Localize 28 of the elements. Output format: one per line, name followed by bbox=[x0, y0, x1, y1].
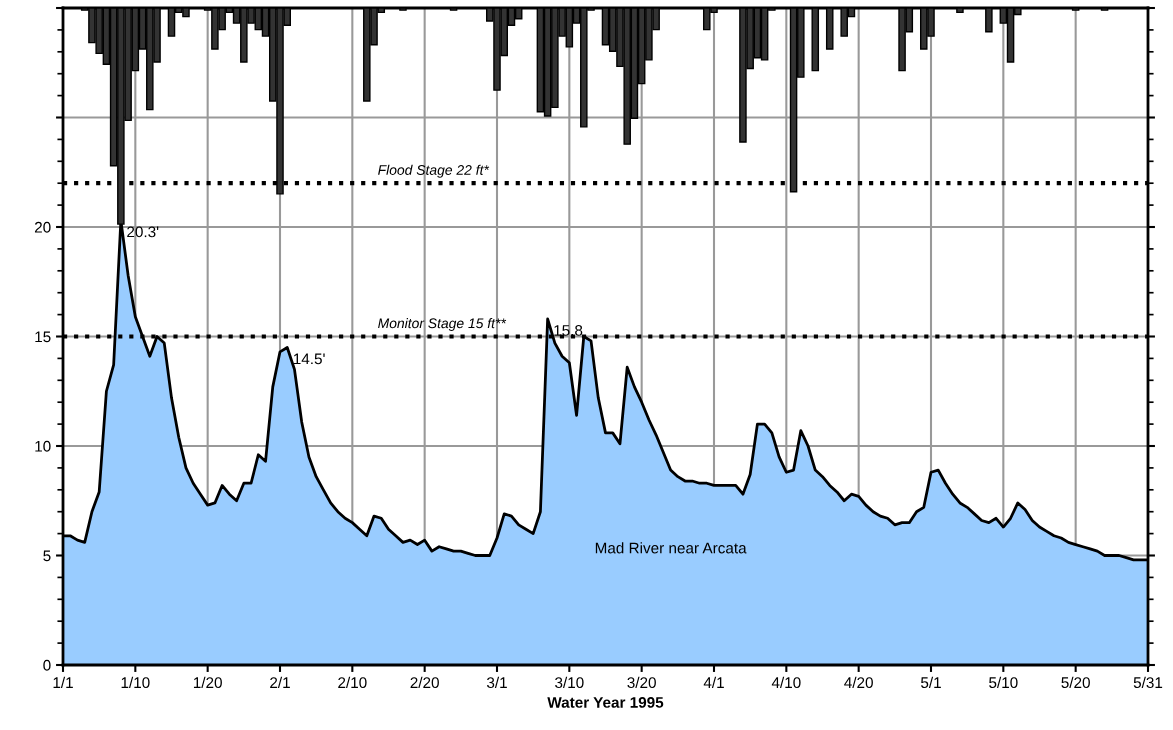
series-label: Mad River near Arcata bbox=[595, 542, 747, 554]
text: 20.3' bbox=[127, 226, 159, 238]
y-tick-label: 0 bbox=[43, 659, 51, 671]
x-tick-label: 5/10 bbox=[989, 676, 1018, 689]
x-tick-label: 2/20 bbox=[410, 676, 439, 689]
x-axis-title: Water Year 1995 bbox=[547, 697, 664, 708]
y-tick-label: 20 bbox=[34, 221, 51, 233]
x-tick-label: 3/20 bbox=[627, 676, 656, 689]
x-tick-label: 4/20 bbox=[844, 676, 873, 689]
y-tick-label: 5 bbox=[43, 550, 51, 562]
text: 14.5' bbox=[293, 353, 325, 365]
y-tick-label: 10 bbox=[35, 440, 51, 452]
x-tick-label: 1/1 bbox=[53, 676, 73, 689]
y-tick-label: 15 bbox=[35, 331, 51, 343]
x-tick-label: 5/1 bbox=[920, 676, 941, 689]
text: 15.8 bbox=[554, 324, 583, 336]
ref-line-label: Monitor Stage 15 ft** bbox=[378, 318, 507, 331]
x-tick-label: 4/10 bbox=[771, 676, 801, 689]
ref-line-label: Flood Stage 22 ft* bbox=[378, 164, 490, 178]
x-tick-label: 5/31 bbox=[1133, 676, 1163, 689]
x-tick-label: 3/1 bbox=[486, 676, 507, 689]
x-tick-label: 1/10 bbox=[121, 676, 150, 689]
x-tick-label: 4/1 bbox=[703, 676, 724, 689]
x-tick-label: 2/10 bbox=[338, 676, 367, 689]
x-tick-label: 5/20 bbox=[1061, 676, 1090, 689]
x-tick-label: 2/1 bbox=[270, 676, 290, 689]
x-tick-label: 1/20 bbox=[193, 676, 222, 689]
x-tick-label: 3/10 bbox=[555, 676, 584, 689]
